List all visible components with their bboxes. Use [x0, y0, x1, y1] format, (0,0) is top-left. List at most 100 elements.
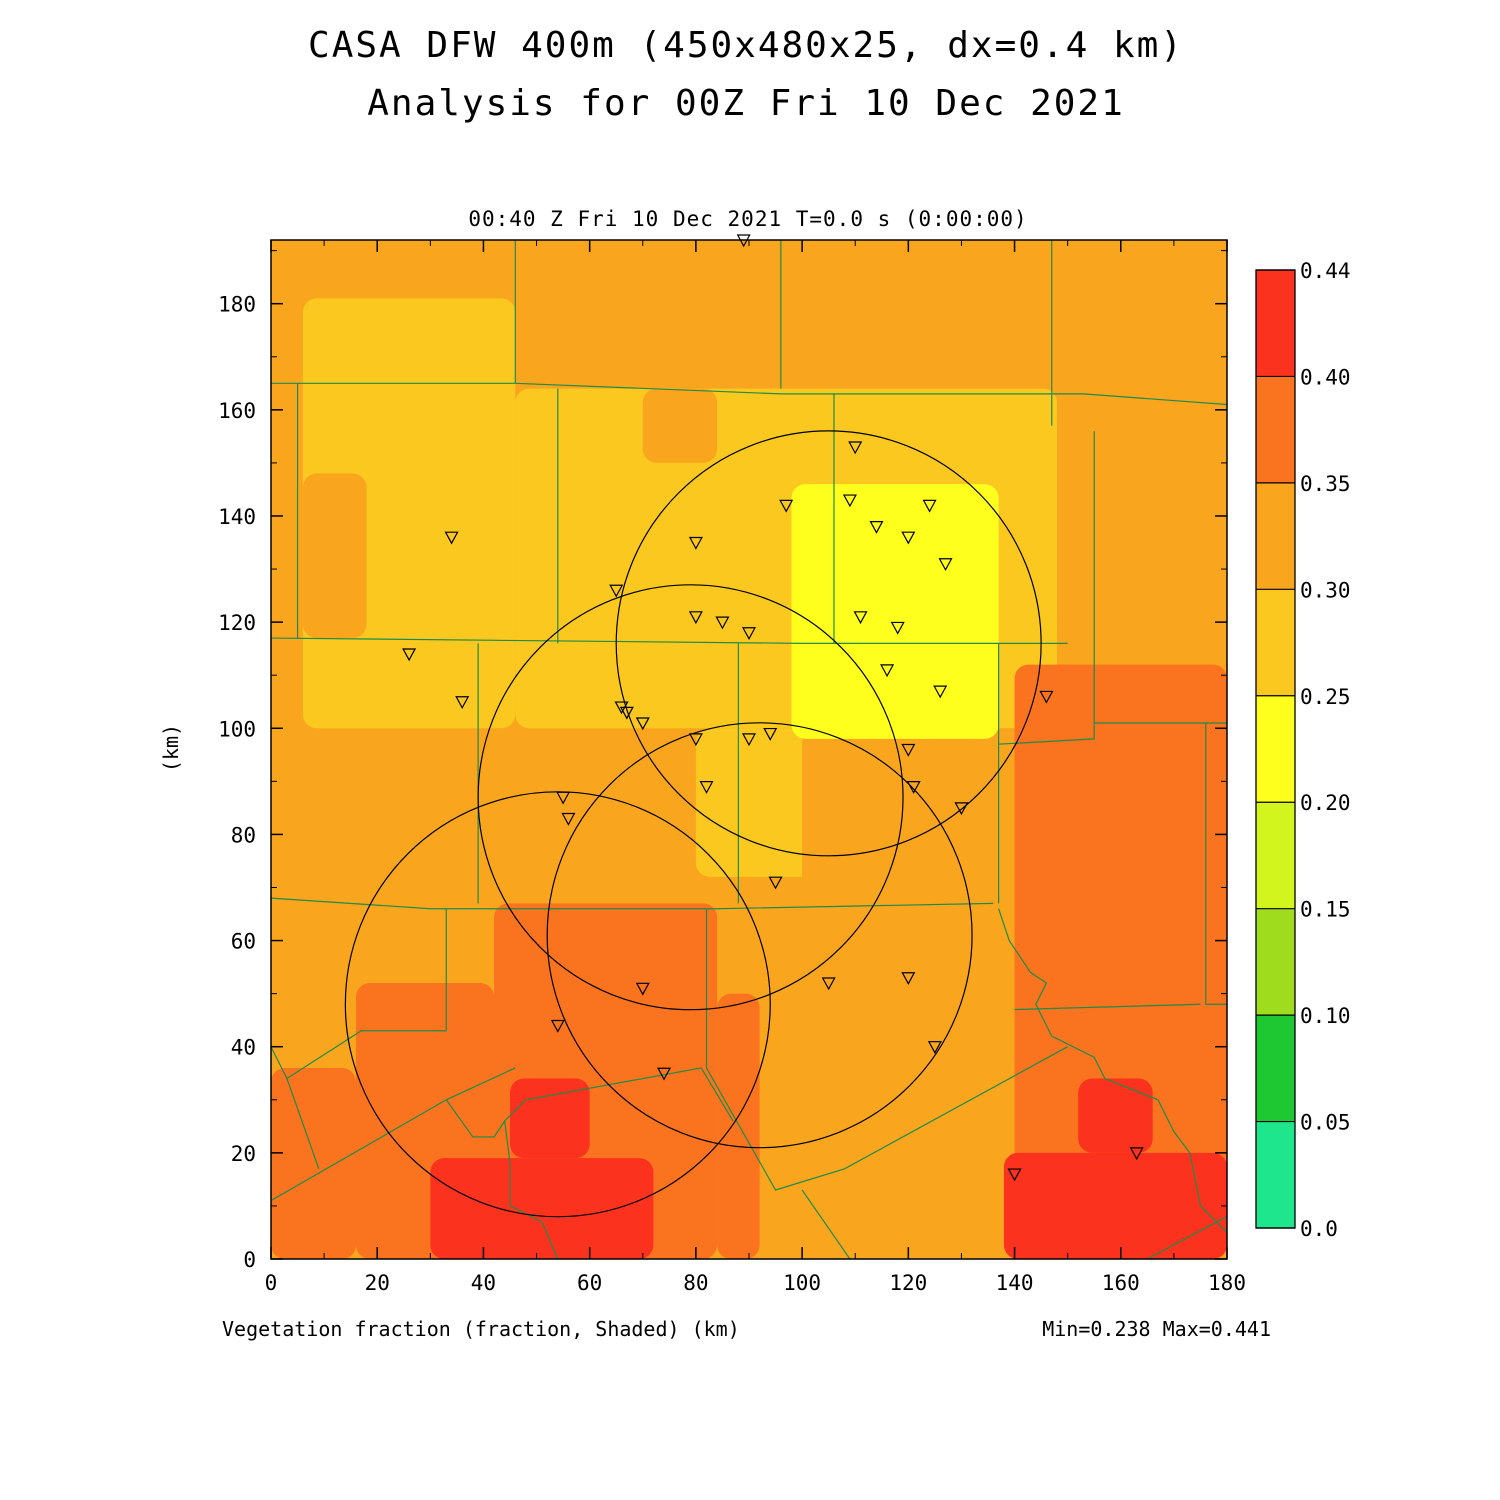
station-marker — [954, 802, 969, 816]
footer-variable: Vegetation fraction (fraction, Shaded) (… — [222, 1317, 740, 1341]
shade-region — [1003, 1152, 1227, 1259]
boundary-line — [504, 1120, 559, 1259]
y-tick-label: 140 — [218, 505, 256, 529]
station-marker — [741, 733, 757, 747]
station-marker — [1007, 1168, 1022, 1182]
boundary-line — [271, 382, 1227, 406]
station-marker — [938, 558, 953, 571]
shade-region — [642, 388, 718, 463]
colorbar-swatch — [1256, 908, 1295, 1016]
station-marker — [444, 531, 459, 545]
colorbar-swatch — [1256, 1121, 1295, 1228]
station-marker — [619, 706, 634, 720]
boundary-line — [286, 908, 447, 1080]
x-tick-label: 160 — [1102, 1271, 1140, 1295]
boundary-line — [998, 722, 1227, 745]
station-marker — [402, 648, 417, 662]
station-marker — [556, 791, 571, 805]
station-marker — [901, 743, 916, 757]
station-marker — [699, 781, 714, 794]
y-tick-label: 160 — [218, 399, 256, 423]
station-marker — [842, 494, 857, 508]
y-tick-label: 40 — [231, 1036, 256, 1060]
station-marker — [635, 717, 650, 731]
station-marker — [779, 499, 794, 513]
shade-region — [302, 473, 367, 639]
station-marker — [922, 499, 937, 513]
county-boundaries — [271, 240, 1227, 1259]
station-marker — [848, 441, 863, 455]
y-tick-label: 180 — [218, 293, 256, 317]
station-marker — [1039, 690, 1054, 704]
station-marker — [906, 781, 921, 794]
colorbar-label: 0.44 — [1300, 259, 1351, 283]
y-tick-label: 120 — [218, 611, 256, 635]
colorbar-label: 0.05 — [1300, 1111, 1351, 1135]
boundary-line — [1205, 722, 1227, 1005]
y-tick-label: 100 — [218, 717, 256, 741]
colorbar-swatch — [1256, 802, 1295, 909]
station-marker — [901, 972, 916, 985]
colorbar-label: 0.20 — [1300, 791, 1351, 815]
x-tick-label: 100 — [783, 1271, 821, 1295]
x-tick-label: 60 — [577, 1271, 602, 1295]
chart-title-line1: CASA DFW 400m (450x480x25, dx=0.4 km) — [308, 25, 1184, 66]
station-marker — [927, 1041, 942, 1054]
station-marker — [763, 727, 778, 741]
station-marker — [768, 876, 783, 890]
shade-region — [430, 1158, 654, 1259]
x-tick-label: 20 — [365, 1271, 390, 1295]
radar-range-ring — [477, 584, 904, 1011]
shaded-field — [271, 240, 1227, 1259]
colorbar-swatch — [1256, 270, 1295, 377]
station-markers — [402, 234, 1144, 1182]
colorbar-label: 0.10 — [1300, 1004, 1351, 1028]
colorbar-swatch — [1256, 376, 1295, 483]
colorbar-swatch — [1256, 482, 1295, 590]
colorbar-label: 0.35 — [1300, 472, 1351, 496]
station-marker — [741, 627, 757, 640]
station-marker — [455, 696, 470, 709]
station-marker — [609, 584, 624, 598]
axes: 0 20 40 60 80 100 120 140 160 180 0 20 40 60 80 100 120 1… — [218, 240, 1246, 1295]
station-marker — [821, 977, 836, 991]
boundary-line — [1147, 1216, 1227, 1259]
footer-minmax: Min=0.238 Max=0.441 — [1042, 1317, 1271, 1341]
station-marker — [901, 531, 916, 545]
shade-region — [271, 1067, 356, 1259]
y-tick-label: 0 — [243, 1248, 256, 1272]
station-marker — [853, 611, 868, 625]
station-marker — [688, 733, 703, 747]
x-tick-label: 140 — [996, 1271, 1034, 1295]
x-tick-label: 120 — [889, 1271, 927, 1295]
boundary-line — [271, 637, 1068, 644]
radar-range-ring — [615, 430, 1042, 857]
boundary-line — [700, 1067, 734, 1122]
shade-region — [791, 484, 999, 739]
chart-subtitle: 00:40 Z Fri 10 Dec 2021 T=0.0 s (0:00:00… — [468, 207, 1027, 231]
boundary-line — [1014, 1003, 1201, 1011]
station-marker — [561, 812, 576, 826]
colorbar-label: 0.0 — [1300, 1217, 1338, 1241]
station-marker — [869, 520, 884, 534]
colorbar-swatch — [1256, 589, 1295, 696]
colorbar-swatch — [1256, 695, 1295, 803]
station-marker — [657, 1067, 672, 1081]
shade-region — [1014, 664, 1227, 1259]
station-marker — [550, 1019, 565, 1033]
boundary-line — [271, 897, 994, 910]
radar-range-ring — [546, 722, 973, 1149]
colorbar-label: 0.30 — [1300, 578, 1351, 602]
y-axis-label: (km) — [159, 724, 183, 772]
plot-area — [270, 234, 1228, 1260]
x-tick-label: 180 — [1208, 1271, 1246, 1295]
colorbar-swatch — [1256, 1015, 1295, 1122]
station-marker — [715, 616, 730, 630]
boundary-line — [445, 1067, 702, 1138]
colorbar-label: 0.40 — [1300, 365, 1351, 389]
station-marker — [688, 611, 703, 625]
station-marker — [688, 536, 703, 550]
colorbar: 0.0 0.05 0.10 0.15 0.20 0.25 0.30 0.35 0.40 0.44 — [1255, 259, 1351, 1241]
station-marker — [890, 621, 905, 635]
